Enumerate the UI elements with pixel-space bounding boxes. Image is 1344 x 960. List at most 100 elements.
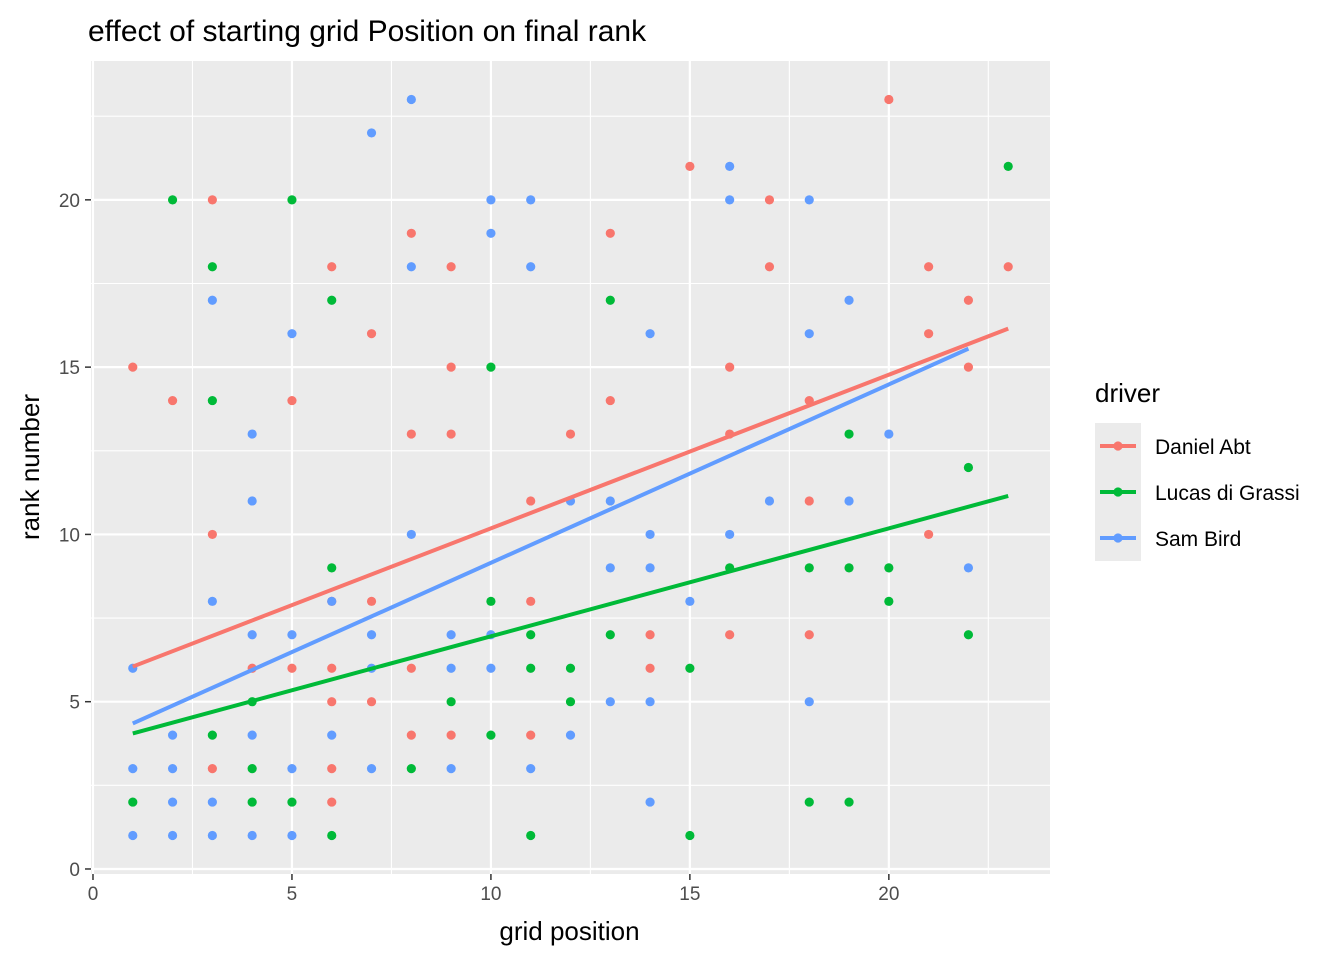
data-point [407, 95, 416, 104]
data-point [606, 630, 615, 639]
data-point [884, 95, 893, 104]
x-axis: 0 5 10 15 20 [88, 874, 900, 905]
data-point [407, 429, 416, 438]
data-point [566, 731, 575, 740]
data-point [884, 429, 893, 438]
data-point [844, 429, 853, 438]
data-point [526, 195, 535, 204]
data-point [725, 630, 734, 639]
data-point [287, 831, 296, 840]
y-tick-label: 10 [59, 525, 80, 546]
legend: driver Daniel Abt Lucas di Grassi Sam Bird [1095, 378, 1300, 561]
data-point [685, 597, 694, 606]
data-point [685, 831, 694, 840]
data-point [447, 262, 456, 271]
data-point [327, 764, 336, 773]
y-tick-label: 5 [69, 693, 80, 714]
y-tick-label: 20 [59, 191, 80, 212]
data-point [844, 797, 853, 806]
x-tick-label: 5 [287, 884, 298, 905]
data-point [287, 329, 296, 338]
x-axis-title: grid position [499, 916, 639, 946]
panel-background [91, 61, 1050, 874]
data-point [765, 262, 774, 271]
data-point [844, 563, 853, 572]
y-tick-label: 15 [59, 358, 80, 379]
data-point [248, 496, 257, 505]
data-point [844, 496, 853, 505]
y-axis: 0 5 10 15 20 [59, 191, 91, 881]
data-point [208, 764, 217, 773]
data-point [447, 764, 456, 773]
data-point [287, 764, 296, 773]
data-point [924, 329, 933, 338]
data-point [645, 664, 654, 673]
data-point [526, 664, 535, 673]
data-point [208, 262, 217, 271]
data-point [964, 363, 973, 372]
data-point [128, 764, 137, 773]
data-point [964, 563, 973, 572]
data-point [725, 363, 734, 372]
plot-panel [91, 61, 1050, 874]
data-point [486, 363, 495, 372]
data-point [805, 563, 814, 572]
data-point [606, 697, 615, 706]
x-tick-label: 10 [480, 884, 501, 905]
data-point [208, 797, 217, 806]
data-point [128, 797, 137, 806]
data-point [486, 195, 495, 204]
data-point [287, 664, 296, 673]
chart-title: effect of starting grid Position on fina… [88, 15, 647, 48]
data-point [566, 429, 575, 438]
data-point [128, 831, 137, 840]
data-point [327, 697, 336, 706]
data-point [287, 396, 296, 405]
data-point [128, 363, 137, 372]
data-point [765, 195, 774, 204]
data-point [248, 831, 257, 840]
data-point [367, 329, 376, 338]
data-point [447, 429, 456, 438]
legend-key-point [1113, 533, 1122, 542]
data-point [645, 530, 654, 539]
data-point [805, 329, 814, 338]
data-point [367, 597, 376, 606]
data-point [805, 195, 814, 204]
data-point [407, 262, 416, 271]
data-point [486, 731, 495, 740]
data-point [526, 831, 535, 840]
data-point [606, 229, 615, 238]
data-point [645, 797, 654, 806]
data-point [327, 664, 336, 673]
data-point [606, 563, 615, 572]
data-point [526, 764, 535, 773]
data-point [327, 563, 336, 572]
data-point [526, 630, 535, 639]
data-point [924, 262, 933, 271]
data-point [526, 597, 535, 606]
data-point [884, 563, 893, 572]
data-point [208, 396, 217, 405]
data-point [606, 496, 615, 505]
legend-title: driver [1095, 378, 1160, 408]
legend-key-point [1113, 441, 1122, 450]
legend-label: Sam Bird [1155, 528, 1241, 551]
data-point [168, 396, 177, 405]
data-point [208, 530, 217, 539]
data-point [327, 797, 336, 806]
data-point [447, 363, 456, 372]
data-point [447, 731, 456, 740]
data-point [765, 496, 774, 505]
data-point [1004, 162, 1013, 171]
data-point [645, 563, 654, 572]
data-point [884, 597, 893, 606]
x-tick-label: 20 [878, 884, 899, 905]
data-point [685, 162, 694, 171]
data-point [486, 229, 495, 238]
y-axis-title: rank number [15, 394, 45, 540]
data-point [367, 630, 376, 639]
data-point [287, 630, 296, 639]
data-point [844, 296, 853, 305]
